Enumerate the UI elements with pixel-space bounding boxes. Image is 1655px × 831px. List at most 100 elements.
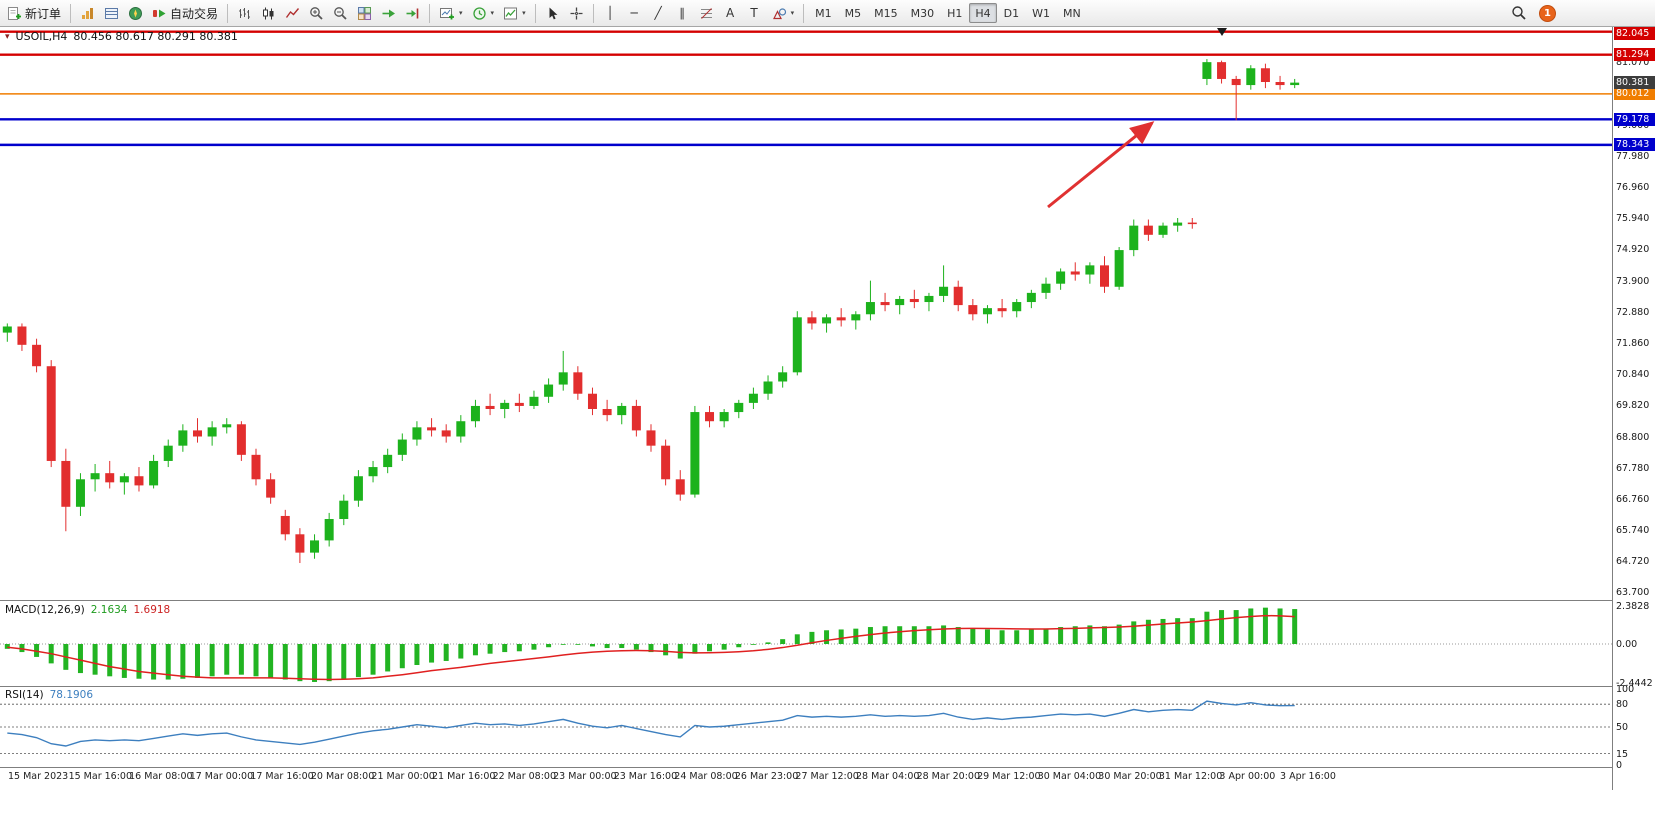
rsi-value: 78.1906 <box>49 689 94 701</box>
macd-histogram-bar <box>677 644 683 659</box>
pane-separator[interactable] <box>0 600 1655 601</box>
rsi-tick: 0 <box>1616 760 1623 771</box>
macd-pane[interactable] <box>0 602 1612 686</box>
macd-histogram-bar <box>1248 608 1254 644</box>
chart-shift-marker[interactable] <box>1217 28 1227 36</box>
candle-body <box>397 439 407 455</box>
new-chart-icon <box>440 7 455 19</box>
auto-scroll-icon <box>382 9 396 17</box>
candle-body <box>134 476 144 486</box>
tile-windows-button[interactable] <box>353 2 376 24</box>
ohlc-values: 80.456 80.617 80.291 80.381 <box>73 30 238 43</box>
macd-histogram-bar <box>224 644 230 675</box>
timeframe-button-h4[interactable]: H4 <box>969 3 997 23</box>
macd-histogram-bar <box>253 644 259 677</box>
fibonacci-tool[interactable] <box>695 2 718 24</box>
line-chart-mode-button[interactable] <box>281 2 304 24</box>
candle-body <box>427 427 437 431</box>
vertical-line-tool[interactable]: │ <box>599 2 622 24</box>
autotrading-icon <box>153 9 166 17</box>
timeframe-button-m15[interactable]: M15 <box>868 3 904 23</box>
timeframe-button-m1[interactable]: M1 <box>809 3 838 23</box>
timeframe-button-w1[interactable]: W1 <box>1026 3 1056 23</box>
macd-signal-line <box>7 614 1295 681</box>
text-tool[interactable]: A <box>719 2 742 24</box>
candle-body <box>485 405 495 409</box>
price-level-badge: 80.012 <box>1614 87 1655 101</box>
time-axis[interactable]: 15 Mar 2023 15 Mar 16:00 16 Mar 08:00 17 Ma… <box>0 768 1612 790</box>
candle-body <box>178 430 188 446</box>
auto-scroll-button[interactable] <box>377 2 400 24</box>
market-watch-button[interactable] <box>76 2 99 24</box>
price-tick: 70.840 <box>1616 369 1650 381</box>
price-scale[interactable]: 81.07079.00077.98076.96075.94074.92073.9… <box>1612 27 1655 790</box>
new-order-button[interactable]: 新订单 <box>3 2 65 24</box>
candle-body <box>880 302 890 306</box>
candle-body <box>1100 265 1110 287</box>
time-label: 17 Mar 00:00 <box>189 771 254 782</box>
chevron-down-icon: ▾ <box>490 9 495 17</box>
candle-body <box>705 412 715 422</box>
rsi-tick: 100 <box>1616 684 1635 695</box>
macd-histogram-bar <box>1043 628 1049 644</box>
price-tick: 63.700 <box>1616 587 1650 599</box>
pane-separator[interactable] <box>0 686 1655 687</box>
current-price-badge: 80.381 <box>1614 76 1655 90</box>
channel-tool[interactable]: ∥ <box>671 2 694 24</box>
timeframe-button-mn[interactable]: MN <box>1057 3 1087 23</box>
horizontal-line-tool[interactable]: ─ <box>623 2 646 24</box>
autotrading-button[interactable]: 自动交易 <box>148 2 222 24</box>
pane-separator[interactable] <box>0 767 1655 768</box>
data-window-button[interactable] <box>100 2 123 24</box>
macd-histogram-bar <box>1175 618 1181 644</box>
timeframe-button-h1[interactable]: H1 <box>941 3 968 23</box>
candle-body <box>222 424 232 428</box>
macd-histogram-bar <box>399 644 405 669</box>
candlestick-mode-button[interactable] <box>257 2 280 24</box>
profiles-dropdown[interactable]: ▾ <box>468 2 499 24</box>
time-label: 3 Apr 16:00 <box>1280 771 1336 782</box>
bar-chart-icon <box>239 7 251 19</box>
indicators-dropdown[interactable]: ▾ <box>499 2 530 24</box>
time-label: 31 Mar 12:00 <box>1158 771 1223 782</box>
channel-icon: ∥ <box>679 6 686 20</box>
candle-body <box>1143 225 1153 235</box>
candle-body <box>280 515 290 535</box>
trendline-tool[interactable]: ╱ <box>647 2 670 24</box>
macd-histogram-bar <box>911 626 917 644</box>
new-chart-dropdown[interactable]: ▾ <box>435 2 467 24</box>
zoom-in-button[interactable] <box>305 2 328 24</box>
crosshair-tool[interactable] <box>565 2 588 24</box>
macd-tick: 0.00 <box>1616 639 1638 650</box>
zoom-out-button[interactable] <box>329 2 352 24</box>
chart-area[interactable]: ▾ USOIL,H4 80.456 80.617 80.291 80.381 M… <box>0 27 1655 831</box>
trend-arrow-annotation[interactable] <box>1047 121 1155 209</box>
price-tick: 72.880 <box>1616 306 1650 318</box>
text-label-tool[interactable]: T <box>743 2 766 24</box>
candle-body <box>61 460 71 507</box>
time-label: 28 Mar 20:00 <box>916 771 980 782</box>
search-button[interactable] <box>1507 2 1531 24</box>
macd-histogram-bar <box>721 644 727 650</box>
chart-shift-button[interactable] <box>401 2 424 24</box>
toolbar-separator <box>70 3 72 23</box>
timeframe-button-m30[interactable]: M30 <box>905 3 941 23</box>
one-click-trading-icon[interactable]: ▾ <box>5 31 10 42</box>
main-chart[interactable] <box>0 27 1612 600</box>
chevron-down-icon: ▾ <box>522 9 526 17</box>
notification-badge[interactable]: 1 <box>1539 4 1556 22</box>
candle-body <box>251 454 261 480</box>
macd-histogram-bar <box>165 644 171 680</box>
bar-chart-mode-button[interactable] <box>233 2 256 24</box>
macd-histogram-bar <box>194 644 200 678</box>
macd-tick: -2.4442 <box>1616 678 1653 690</box>
candle-body <box>295 534 305 553</box>
timeframe-button-m5[interactable]: M5 <box>839 3 868 23</box>
shapes-dropdown[interactable]: ▾ <box>767 2 799 24</box>
macd-histogram-bar <box>604 644 610 649</box>
timeframe-button-d1[interactable]: D1 <box>998 3 1025 23</box>
navigator-button[interactable] <box>124 2 147 24</box>
cursor-tool[interactable] <box>541 2 564 24</box>
time-label: 22 Mar 08:00 <box>492 771 556 782</box>
rsi-pane[interactable] <box>0 687 1612 767</box>
